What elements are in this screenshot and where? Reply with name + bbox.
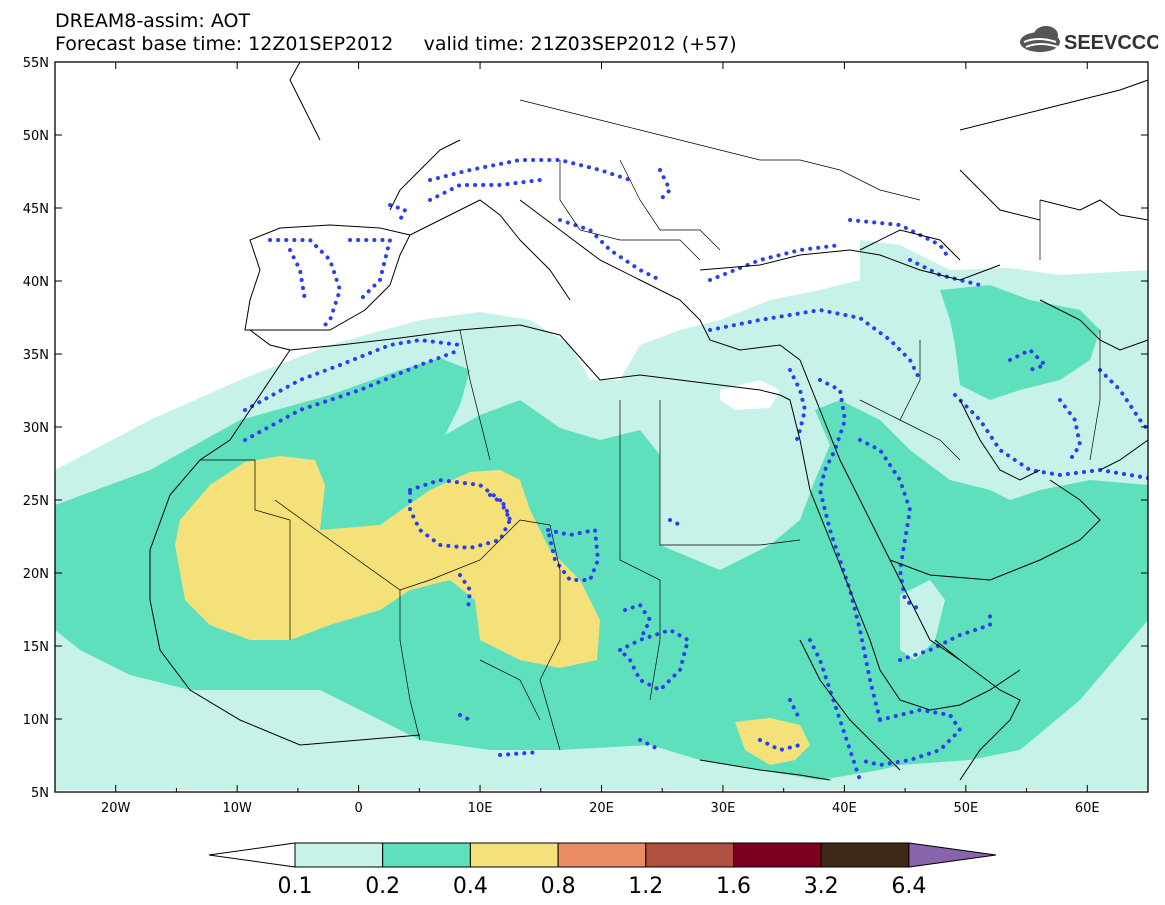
- colorbar-label: 3.2: [804, 874, 839, 899]
- colorbar-segment: [294, 842, 384, 868]
- lon-label: 50E: [953, 801, 978, 816]
- colorbar-segment: [382, 842, 471, 868]
- lat-label: 20N: [23, 567, 49, 582]
- lat-label: 15N: [23, 640, 49, 655]
- colorbar-segment: [820, 842, 910, 868]
- forecast-time-line: Forecast base time: 12Z01SEP2012 valid t…: [55, 33, 737, 55]
- longitude-axis: 20W 10W 0 10E 20E 30E 40E 50E 60E: [54, 62, 1149, 816]
- lat-label: 45N: [23, 202, 49, 217]
- lon-label: 40E: [832, 801, 857, 816]
- colorbar-label: 0.8: [541, 874, 576, 899]
- lon-label: 10E: [468, 801, 493, 816]
- coastlines: [149, 62, 1148, 781]
- lat-label: 10N: [23, 713, 49, 728]
- map-field: [55, 240, 1148, 790]
- lon-label: 0: [354, 801, 362, 816]
- aot-low-hole-egypt: [720, 380, 780, 410]
- colorbar-segment: [733, 842, 822, 868]
- colorbar: 0.1 0.2 0.4 0.8 1.2 1.6 3.2 6.4: [208, 842, 997, 899]
- lat-label: 25N: [23, 494, 49, 509]
- colorbar-segment: [645, 842, 734, 868]
- latitude-axis: 55N 50N 45N 40N 35N 30N 25N 20N 15N 10N 5N: [23, 56, 1148, 801]
- aot-band-0.4-east: [735, 718, 810, 765]
- aot-band-0.2: [55, 358, 1148, 780]
- colorbar-label: 0.2: [365, 874, 400, 899]
- colorbar-label: 0.1: [278, 874, 313, 899]
- aot-band-0.2-east: [940, 285, 1100, 400]
- lon-label: 60E: [1075, 801, 1100, 816]
- colorbar-over-triangle: [908, 842, 997, 868]
- lat-label: 55N: [23, 56, 49, 71]
- lat-label: 5N: [31, 786, 49, 801]
- lat-label: 40N: [23, 275, 49, 290]
- lat-label: 30N: [23, 421, 49, 436]
- lat-label: 35N: [23, 348, 49, 363]
- aot-band-0.4: [175, 456, 600, 668]
- colorbar-segment: [557, 842, 647, 868]
- colorbar-under-triangle: [208, 842, 296, 868]
- lon-label: 20E: [589, 801, 614, 816]
- seevccc-logo: SEEVCCC: [1020, 26, 1158, 54]
- cloud-icon: [1020, 26, 1060, 52]
- lon-label: 20W: [101, 801, 131, 816]
- colorbar-label: 1.2: [628, 874, 663, 899]
- colorbar-segment: [469, 842, 559, 868]
- chart-title: DREAM8-assim: AOT: [55, 10, 251, 32]
- lat-label: 50N: [23, 129, 49, 144]
- lon-label: 10W: [222, 801, 252, 816]
- colorbar-label: 0.4: [453, 874, 488, 899]
- aot-low-hole-gulf: [900, 580, 945, 660]
- dotted-contours: [243, 158, 1148, 782]
- logo-text: SEEVCCC: [1064, 32, 1158, 54]
- country-borders: [200, 99, 1101, 751]
- lon-label: 30E: [711, 801, 736, 816]
- colorbar-label: 6.4: [891, 874, 926, 899]
- colorbar-label: 1.6: [716, 874, 751, 899]
